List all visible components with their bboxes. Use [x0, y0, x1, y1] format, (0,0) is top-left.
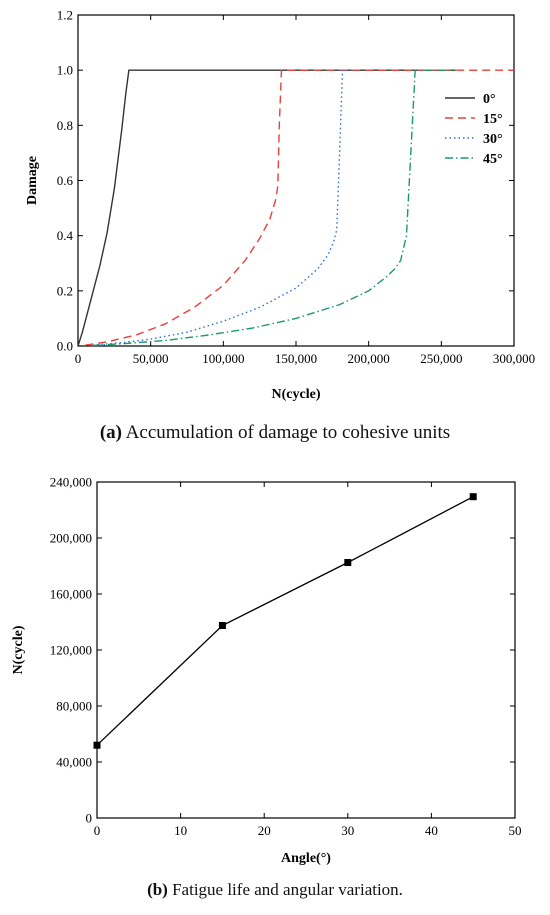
chart-a-legend-label-1: 15°	[483, 112, 503, 127]
chart-b-data-point	[469, 493, 477, 501]
chart-a-y-tick-label: 1.0	[57, 63, 73, 78]
chart-a-x-tick-label: 250,000	[420, 351, 462, 366]
chart-b-y-tick-label: 160,000	[50, 587, 92, 602]
chart-a-y-tick-label: 0.4	[57, 228, 74, 243]
chart-b-y-tick-label: 200,000	[50, 531, 92, 546]
chart-b-plot-frame	[96, 481, 516, 819]
chart-b-x-tick-label: 40	[425, 823, 438, 838]
fatigue-life-chart: 0 10 20 30 40 50 0 40,000 80,000 120,000 160,000 20…	[11, 475, 522, 867]
chart-b-x-tick-label: 20	[258, 823, 271, 838]
caption-a-text: Accumulation of damage to cohesive units	[121, 422, 451, 443]
damage-chart: 0 50,000 100,000 150,000 200,000 250,000 300,0…	[25, 8, 535, 403]
chart-a-y-tick-label: 0.6	[57, 173, 74, 188]
chart-a-x-tick-label: 300,000	[493, 351, 535, 366]
chart-b-x-tick-label: 10	[174, 823, 187, 838]
chart-a-plot-frame	[77, 14, 515, 347]
chart-b-x-axis-label: Angle(°)	[281, 851, 331, 866]
chart-b-y-tick-label: 0	[86, 811, 93, 826]
chart-a-y-tick-label: 1.2	[57, 8, 73, 23]
caption-a: (a) Accumulation of damage to cohesive u…	[0, 422, 550, 444]
chart-a-x-tick-label: 200,000	[348, 351, 390, 366]
chart-b-y-tick-label: 120,000	[50, 643, 92, 658]
caption-b-tag: (b)	[147, 880, 168, 899]
chart-b-x-tick-label: 50	[509, 823, 522, 838]
chart-b-series-line	[96, 496, 474, 746]
caption-b: (b) Fatigue life and angular variation.	[0, 880, 550, 900]
chart-b-y-tick-label: 40,000	[56, 755, 92, 770]
chart-b-y-tick-label: 240,000	[50, 475, 92, 490]
chart-a-y-tick-label: 0.8	[57, 118, 73, 133]
caption-a-tag: (a)	[99, 422, 122, 443]
chart-a-y-tick-label: 0.0	[57, 339, 73, 354]
chart-a-x-tick-label: 100,000	[202, 351, 244, 366]
chart-a-series-line-0	[77, 69, 456, 347]
chart-a-series-line-1	[85, 69, 514, 346]
chart-b-y-axis-label: N(cycle)	[11, 625, 26, 674]
chart-b-data-point	[93, 741, 101, 749]
chart-b-x-tick-label: 30	[341, 823, 354, 838]
chart-a-x-tick-label: 0	[75, 351, 82, 366]
chart-a-x-tick-label: 50,000	[133, 351, 169, 366]
chart-b-x-tick-label: 0	[94, 823, 101, 838]
chart-b-y-tick-label: 80,000	[56, 699, 92, 714]
chart-a-series-line-3	[92, 69, 456, 347]
chart-b-data-point	[344, 559, 352, 566]
chart-a-y-axis-label: Damage	[25, 156, 40, 205]
chart-a-legend-label-0: 0°	[483, 92, 496, 107]
caption-b-text: Fatigue life and angular variation.	[167, 880, 403, 899]
chart-a-y-tick-label: 0.2	[57, 283, 73, 298]
chart-b-data-point	[218, 622, 226, 629]
chart-a-x-tick-label: 150,000	[275, 351, 317, 366]
chart-a-x-axis-label: N(cycle)	[272, 387, 321, 402]
chart-a-series-line-2	[92, 69, 355, 346]
chart-a-legend-label-3: 45°	[483, 152, 503, 167]
chart-a-legend-label-2: 30°	[483, 132, 503, 147]
